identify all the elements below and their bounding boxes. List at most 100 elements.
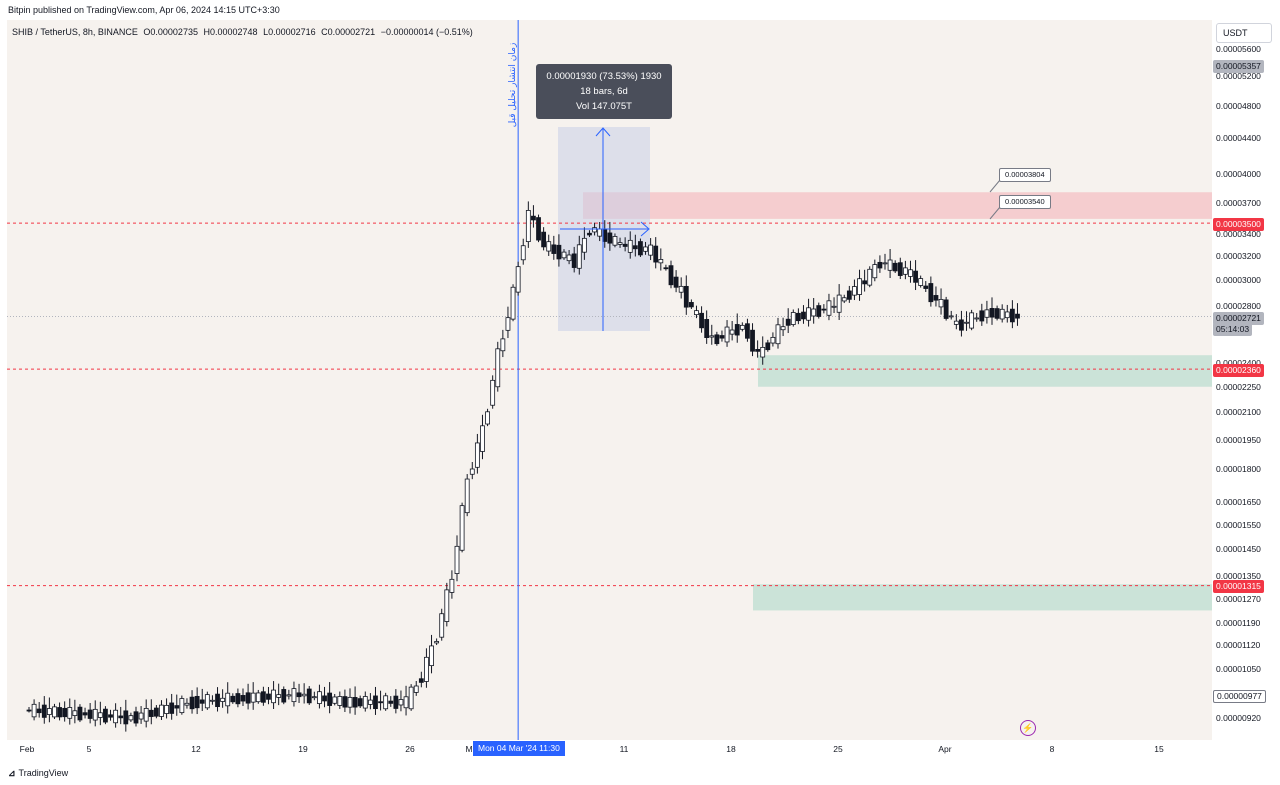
price-tag-support-2: 0.00001315 [1213,580,1264,593]
candle-body [72,710,78,716]
candle-body [362,696,368,709]
zone-support-2 [753,584,1212,611]
candle-body [760,346,766,358]
candle-body [204,694,210,709]
candle-body [118,715,124,719]
candle-body [663,267,669,270]
candle-body [994,308,1000,319]
candle-body [36,708,42,714]
candle-body [913,270,918,283]
candle-body [643,246,648,252]
candle-body [734,324,740,336]
candle-body [984,309,990,318]
time-tick-feb: Feb [19,744,35,754]
candle-body [673,276,679,288]
candle-body [322,695,327,702]
candle-body [92,708,98,721]
candle-body [41,704,47,718]
candle-body [714,334,720,345]
candle-body [266,693,271,700]
candle-body [296,692,302,698]
currency-unit-button[interactable]: USDT [1216,23,1272,43]
candle-body [531,215,536,221]
candle-body [245,692,251,704]
candle-body [133,711,139,724]
candle-body [347,696,353,708]
candle-body [607,232,613,244]
candle-body [755,349,761,352]
note-label-1[interactable]: 0.00003804 [999,168,1051,182]
note-label-2[interactable]: 0.00003540 [999,195,1051,209]
candle-body [449,578,455,593]
candle-body [561,251,567,259]
candle-body [220,697,226,702]
candle-body [882,262,888,265]
candle-body [1015,313,1020,319]
candle-body [230,695,236,703]
legend-change: −0.00000014 (−0.51%) [380,27,473,37]
price-tick: 0.00001350 [1216,570,1261,581]
candle-body [485,411,490,425]
candle-body [306,688,312,704]
candle-body [658,259,664,264]
candle-body [429,645,434,667]
candle-body [653,245,659,263]
legend-open: O0.00002735 [143,27,198,37]
candle-body [770,336,776,344]
footer [0,760,1280,785]
candle-body [113,709,119,724]
candle-body [541,231,547,248]
candle-body [311,696,317,699]
candle-body [291,688,297,703]
candle-body [373,695,378,710]
candle-body [235,693,241,705]
candle-body [444,589,450,622]
zone-support-1 [758,355,1212,387]
measure-vertical-arrowhead [595,127,611,137]
candle-body [520,245,526,261]
candle-body [974,317,980,320]
candle-body [546,241,552,252]
candle-body [1009,308,1015,323]
flash-icon[interactable]: ⚡ [1020,720,1036,736]
candle-body [301,693,307,697]
candle-body [286,694,292,697]
candle-body [276,694,282,698]
vertical-annotation-text: زمان انتشار تحلیل قبل [508,43,518,128]
price-axis[interactable] [1212,20,1280,740]
candle-body [959,319,964,331]
candle-body [867,268,873,286]
time-tick-8: 8 [1049,744,1055,754]
candle-body [215,693,220,708]
candle-body [1004,311,1010,319]
brand-text: TradingView [18,768,69,778]
candle-body [745,323,750,339]
candle-body [367,699,373,705]
candle-body [750,329,755,352]
candle-body [801,311,806,320]
candle-body [668,265,674,286]
candle-body [46,708,52,715]
candle-body [57,707,62,718]
candle-body [816,305,822,317]
price-tag-last: 0.00002721 [1213,312,1264,325]
price-tag-support-1: 0.00002360 [1213,364,1264,377]
candle-body [887,259,893,271]
time-axis[interactable] [0,740,1280,760]
candle-body [831,305,837,308]
candle-body [108,714,113,718]
candle-body [571,253,577,268]
candle-body [597,228,603,237]
candle-body [902,267,908,275]
note-pointer-2 [989,206,1001,220]
candle-body [948,315,954,318]
candle-body [184,702,190,706]
measure-bars: 18 bars, 6d [580,86,628,97]
candle-body [581,237,587,253]
price-tick: 0.00002250 [1216,381,1261,392]
candle-body [62,707,68,718]
candle-body [393,695,399,709]
candle-body [969,312,975,329]
candle-body [337,696,343,706]
